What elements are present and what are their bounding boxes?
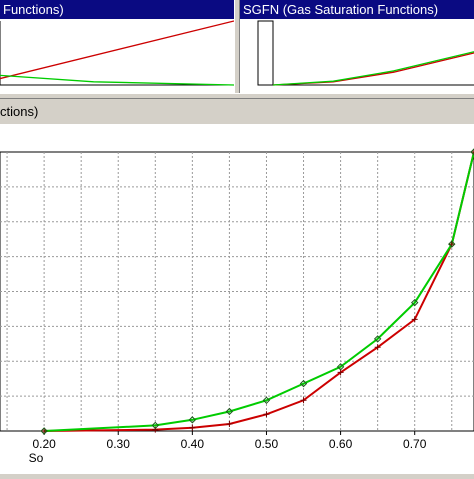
x-tick-label: 0.20 xyxy=(32,437,56,451)
main-plot-title: ctions) xyxy=(0,104,39,119)
left-panel-title: Functions) xyxy=(0,0,234,19)
mini-series-1 xyxy=(272,51,474,86)
series-point-diamond xyxy=(336,363,345,371)
series-point-plus xyxy=(411,316,418,323)
series-point-diamond xyxy=(151,421,160,430)
series-point-plus xyxy=(263,411,270,418)
series-point-plus xyxy=(448,241,455,248)
left-plot-panel: Functions) xyxy=(0,0,234,93)
series-line-1 xyxy=(44,151,474,432)
series-point-plus xyxy=(471,149,474,155)
main-plot-frame: 0.20 0.30 0.40 0.50 0.60 0.70 So xyxy=(0,124,474,474)
series-point-diamond xyxy=(470,148,474,156)
mini-series-0 xyxy=(272,52,474,86)
series-point-diamond xyxy=(188,416,197,424)
vertical-splitter[interactable] xyxy=(234,0,240,93)
right-panel-title: SGFN (Gas Saturation Functions) xyxy=(240,0,474,19)
series-point-plus xyxy=(226,421,233,428)
series-point-plus xyxy=(41,428,48,434)
main-chart: 0.20 0.30 0.40 0.50 0.60 0.70 So xyxy=(0,148,474,465)
mini-frame xyxy=(257,20,274,86)
x-tick-label: 0.50 xyxy=(255,437,279,451)
right-mini-chart xyxy=(257,20,474,86)
series-point-diamond xyxy=(40,427,48,435)
series-point-plus xyxy=(374,344,381,351)
series-point-diamond xyxy=(448,240,456,248)
series-point-diamond xyxy=(225,407,234,416)
series-point-diamond xyxy=(299,379,308,388)
mini-series-1 xyxy=(0,74,234,86)
x-tick-label: 0.70 xyxy=(403,437,427,451)
left-mini-chart xyxy=(0,20,234,86)
series-point-diamond xyxy=(373,335,382,343)
series-point-diamond xyxy=(262,396,271,405)
series-point-plus xyxy=(189,424,196,431)
horizontal-splitter[interactable] xyxy=(0,93,474,99)
x-tick-label: 0.60 xyxy=(329,437,353,451)
series-point-plus xyxy=(300,397,307,404)
mini-series-0 xyxy=(0,20,234,80)
series-point-diamond xyxy=(410,298,419,307)
x-axis-label: So xyxy=(29,451,44,465)
x-tick-label: 0.30 xyxy=(107,437,131,451)
series-point-plus xyxy=(152,426,159,433)
x-tick-label: 0.40 xyxy=(181,437,205,451)
right-plot-panel: SGFN (Gas Saturation Functions) xyxy=(240,0,474,93)
